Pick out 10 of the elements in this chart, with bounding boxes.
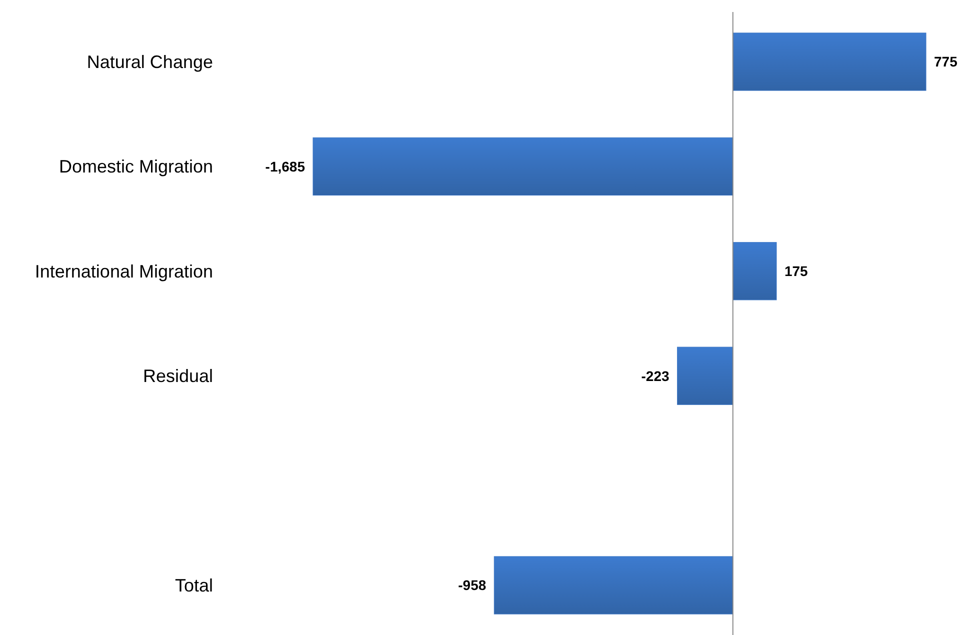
- data-label: -958: [458, 577, 486, 594]
- y-tick-label: Residual: [142, 366, 213, 386]
- data-label: -223: [641, 368, 670, 384]
- data-label: 175: [784, 263, 808, 280]
- y-tick-label: Natural Change: [86, 52, 213, 72]
- y-tick-label: International Migration: [34, 261, 213, 282]
- data-label: 775: [934, 54, 958, 70]
- y-tick-label: Domestic Migration: [58, 156, 213, 177]
- data-label: -1,685: [265, 158, 306, 174]
- y-tick-label: Total: [174, 576, 213, 596]
